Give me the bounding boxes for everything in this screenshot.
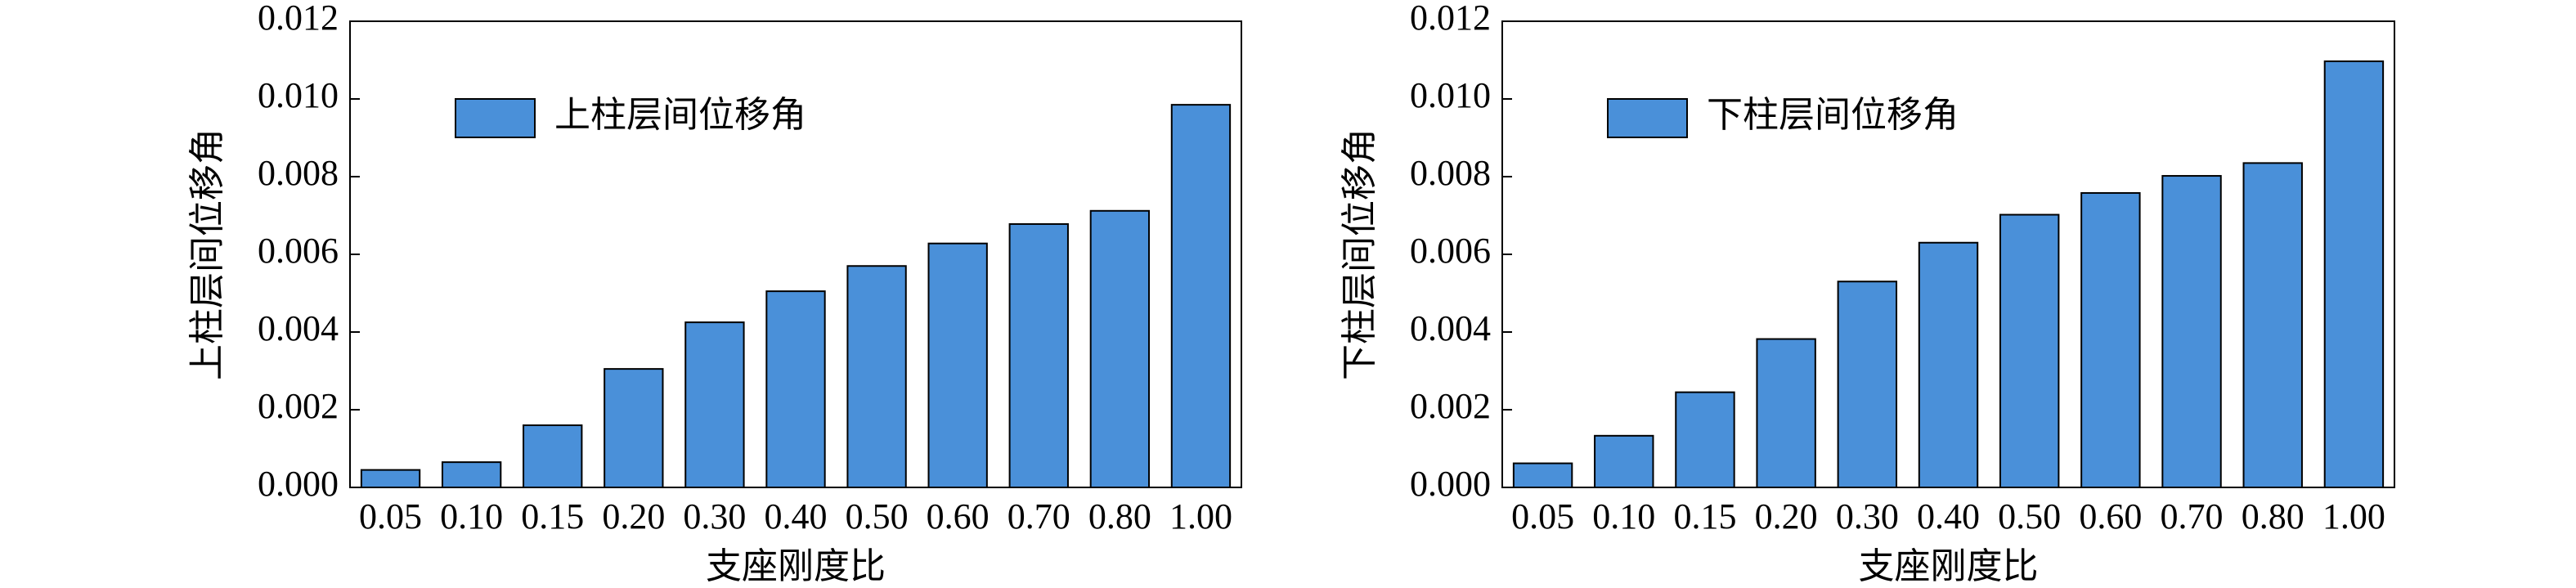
bar bbox=[1008, 222, 1069, 488]
y-tick-label: 0.002 bbox=[258, 386, 339, 426]
x-tick-label: 0.40 bbox=[1917, 496, 1980, 536]
y-tick-label: 0.008 bbox=[1410, 153, 1491, 193]
x-tick-label: 1.00 bbox=[2322, 496, 2385, 536]
x-tick-label: 0.15 bbox=[521, 496, 584, 536]
bar bbox=[846, 265, 907, 488]
y-tick-label: 0.006 bbox=[258, 231, 339, 271]
legend-swatch bbox=[1607, 98, 1688, 138]
x-tick-label: 0.50 bbox=[846, 496, 909, 536]
y-tick-label: 0.012 bbox=[1410, 0, 1491, 38]
x-tick-label: 0.40 bbox=[765, 496, 828, 536]
x-tick-label: 0.80 bbox=[2242, 496, 2304, 536]
y-tick-label: 0.000 bbox=[1410, 464, 1491, 504]
bar bbox=[1675, 391, 1735, 488]
bar bbox=[1837, 281, 1898, 488]
y-tick-label: 0.004 bbox=[258, 308, 339, 348]
x-tick-label: 0.70 bbox=[1008, 496, 1070, 536]
y-tick-label: 0.000 bbox=[258, 464, 339, 504]
bar bbox=[1756, 338, 1816, 488]
bar bbox=[2323, 60, 2385, 489]
bar bbox=[1918, 241, 1979, 488]
legend-label: 下柱层间位移角 bbox=[1707, 95, 1959, 135]
x-tick-label: 0.05 bbox=[359, 496, 422, 536]
y-axis-label: 下柱层间位移角 bbox=[1340, 128, 1380, 380]
x-tick-label: 0.60 bbox=[2079, 496, 2142, 536]
bar bbox=[523, 424, 583, 488]
y-axis-label: 上柱层间位移角 bbox=[187, 128, 227, 380]
legend-label: 上柱层间位移角 bbox=[554, 95, 806, 135]
y-tick-label: 0.008 bbox=[258, 153, 339, 193]
bar bbox=[927, 242, 988, 488]
x-tick-label: 0.10 bbox=[440, 496, 503, 536]
x-axis-label: 支座刚度比 bbox=[1859, 546, 2039, 586]
bar bbox=[604, 368, 664, 488]
bar bbox=[1594, 434, 1654, 489]
bar bbox=[2242, 162, 2303, 488]
bar bbox=[360, 469, 421, 488]
x-tick-label: 0.80 bbox=[1088, 496, 1151, 536]
y-tick-label: 0.006 bbox=[1410, 231, 1491, 271]
bar bbox=[1089, 209, 1151, 488]
plot-frame bbox=[349, 20, 1242, 488]
plot-frame bbox=[1501, 20, 2395, 488]
bar bbox=[441, 461, 502, 488]
x-tick-label: 0.30 bbox=[1836, 496, 1899, 536]
bar bbox=[1512, 462, 1573, 488]
bar bbox=[1170, 104, 1232, 488]
y-tick-label: 0.004 bbox=[1410, 308, 1491, 348]
bar bbox=[2161, 175, 2222, 489]
x-tick-label: 0.60 bbox=[927, 496, 990, 536]
bar bbox=[2080, 191, 2141, 488]
x-tick-label: 1.00 bbox=[1169, 496, 1232, 536]
bar bbox=[1999, 213, 2060, 488]
y-tick-label: 0.010 bbox=[1410, 75, 1491, 115]
x-tick-label: 0.30 bbox=[683, 496, 746, 536]
legend-swatch bbox=[455, 98, 536, 138]
x-tick-label: 0.70 bbox=[2161, 496, 2224, 536]
bar bbox=[765, 290, 826, 488]
x-tick-label: 0.15 bbox=[1673, 496, 1736, 536]
y-tick-label: 0.002 bbox=[1410, 386, 1491, 426]
x-tick-label: 0.20 bbox=[1755, 496, 1818, 536]
x-tick-label: 0.20 bbox=[602, 496, 665, 536]
x-tick-label: 0.50 bbox=[1998, 496, 2061, 536]
y-tick-label: 0.012 bbox=[258, 0, 339, 38]
x-tick-label: 0.10 bbox=[1592, 496, 1655, 536]
x-tick-label: 0.05 bbox=[1511, 496, 1574, 536]
x-axis-label: 支座刚度比 bbox=[706, 546, 886, 586]
y-tick-label: 0.010 bbox=[258, 75, 339, 115]
bar bbox=[684, 321, 745, 488]
